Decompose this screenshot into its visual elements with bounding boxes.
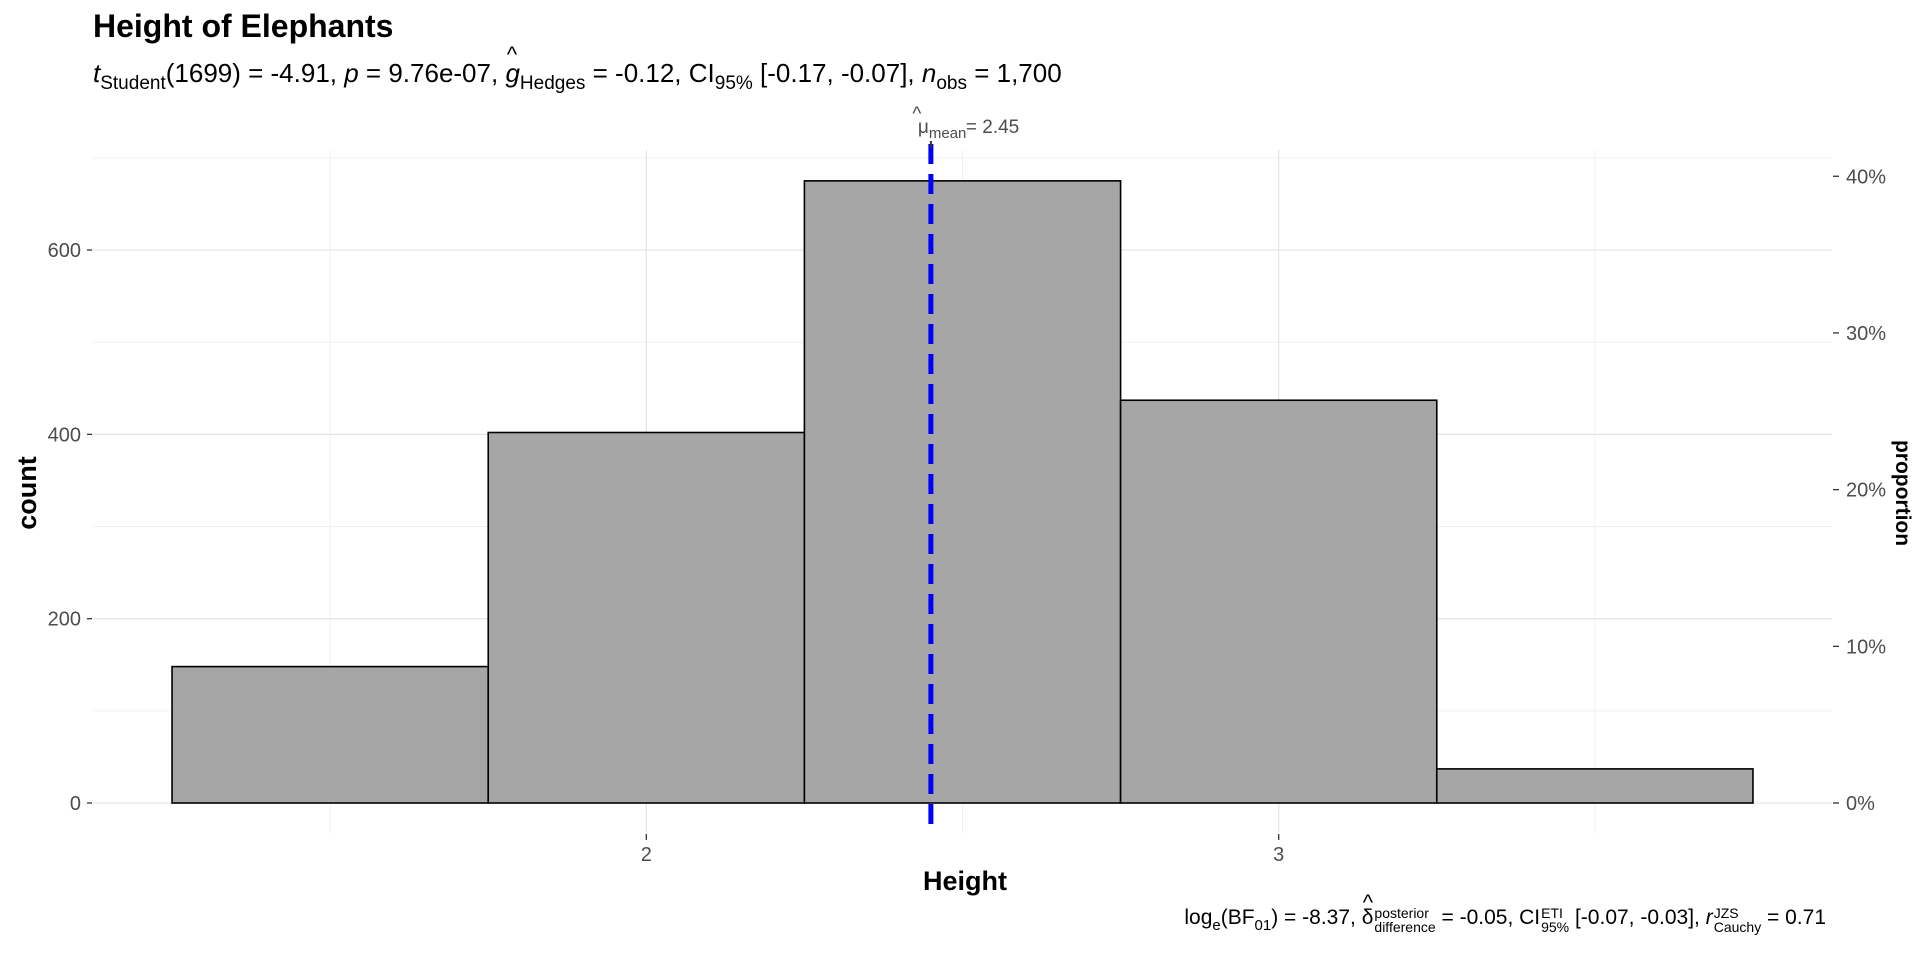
ci-value: [-0.07, -0.03], — [1569, 906, 1706, 929]
bf-text: (BF — [1220, 906, 1255, 929]
histogram-bar — [487, 431, 806, 804]
n-symbol: n — [921, 58, 937, 88]
y2-tick-label: 20% — [1846, 480, 1886, 502]
chart-title: Height of Elephants — [93, 8, 394, 44]
ci-subscript: 95% — [1541, 919, 1570, 935]
t-value: = -4.91, — [240, 58, 345, 88]
mean-label-symbol: μ — [918, 117, 929, 138]
chart-caption: loge(BF01) = -8.37, δposteriordifference… — [1184, 890, 1826, 934]
histogram-bar — [171, 665, 490, 804]
x-tick-label: 2 — [641, 844, 652, 866]
y-tick-label: 200 — [48, 609, 81, 631]
mean-label-value: = 2.45 — [966, 117, 1019, 138]
delta-scripts: posterior difference — [1374, 906, 1435, 934]
n-subscript: obs — [936, 73, 967, 94]
y-tick-label: 0 — [70, 793, 81, 815]
mean-label-hat: ^ — [912, 104, 921, 125]
bf-subscript: 01 — [1254, 917, 1272, 934]
histogram-bar — [1119, 399, 1438, 804]
histogram-bar — [1435, 768, 1754, 804]
delta-value: = -0.05, CI — [1435, 906, 1541, 929]
mean-label-subscript: mean — [929, 125, 967, 142]
y-tick-label: 400 — [48, 424, 81, 446]
r-value: = 0.71 — [1761, 906, 1826, 929]
g-value: = -0.12, CI — [585, 58, 715, 88]
x-axis-title: Height — [923, 866, 1007, 896]
y-tick-label: 600 — [48, 240, 81, 262]
chart-subtitle: tStudent(1699) = -4.91, p = 9.76e-07, gH… — [93, 42, 1062, 95]
g-subscript: Hedges — [519, 73, 586, 94]
t-subscript: Student — [100, 73, 166, 94]
y2-axis-title: proportion — [1891, 440, 1914, 546]
r-subscript: Cauchy — [1713, 919, 1762, 935]
ci-superscript: ETI — [1541, 905, 1563, 921]
p-symbol: p — [344, 58, 359, 88]
g-symbol: g — [505, 42, 519, 89]
t-symbol: t — [93, 58, 101, 88]
log-subscript: e — [1212, 917, 1221, 934]
y2-tick-label: 0% — [1846, 793, 1875, 815]
p-value: = 9.76e-07, — [358, 58, 506, 88]
ci-subscript: 95% — [714, 73, 753, 94]
delta-symbol: δ — [1362, 890, 1374, 930]
histogram-bars — [171, 180, 1754, 804]
y-axis-title: count — [12, 456, 42, 530]
ci-scripts: ETI 95% — [1541, 906, 1569, 934]
ci-value: [-0.17, -0.07], — [752, 58, 922, 88]
t-df: (1699) — [165, 58, 241, 88]
delta-subscript: difference — [1374, 919, 1436, 935]
r-superscript: JZS — [1713, 905, 1739, 921]
n-value: = 1,700 — [966, 58, 1062, 88]
y2-tick-label: 10% — [1846, 636, 1886, 658]
mean-marker: μ^ mean = 2.45 — [912, 104, 1019, 833]
y2-tick-label: 40% — [1846, 166, 1886, 188]
histogram-bar — [803, 180, 1122, 804]
x-tick-label: 3 — [1273, 844, 1284, 866]
delta-superscript: posterior — [1374, 905, 1429, 921]
y2-tick-label: 30% — [1846, 323, 1886, 345]
log-text: log — [1184, 906, 1213, 929]
bf-value: ) = -8.37, — [1271, 906, 1362, 929]
r-symbol: r — [1705, 906, 1713, 929]
r-scripts: JZS Cauchy — [1714, 906, 1761, 934]
